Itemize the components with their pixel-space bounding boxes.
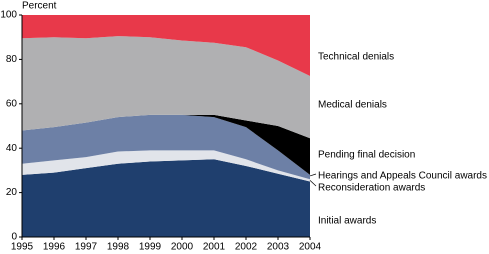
y-axis-label: Percent [22,1,57,12]
series-label: Medical denials [318,100,387,111]
x-tick-label: 2003 [267,242,290,253]
leader-line [309,180,317,187]
x-tick-label: 2000 [171,242,194,253]
x-tick-label: 2002 [235,242,258,253]
area [22,150,310,182]
y-tick-label: 40 [6,143,18,154]
x-tick-label: 1996 [43,242,66,253]
series-label: Reconsideration awards [318,183,425,194]
x-tick-label: 1998 [107,242,130,253]
x-tick-label: 2004 [299,242,322,253]
y-tick-label: 80 [6,54,18,65]
series-label: Technical denials [318,52,394,63]
x-tick-label: 1997 [75,242,98,253]
y-tick-label: 100 [0,10,17,21]
series-label: Initial awards [318,216,376,227]
x-tick-label: 1999 [139,242,162,253]
x-tick-label: 1995 [11,242,34,253]
x-tick-label: 2001 [203,242,226,253]
y-tick-label: 0 [11,232,17,243]
series-label: Pending final decision [318,150,415,161]
area [22,114,310,180]
y-tick-label: 60 [6,98,18,109]
area [22,36,310,139]
y-tick-label: 20 [6,187,18,198]
series-label: Hearings and Appeals Council awards [318,171,487,182]
leader-line [309,173,317,177]
area [22,15,310,77]
area [22,159,310,237]
